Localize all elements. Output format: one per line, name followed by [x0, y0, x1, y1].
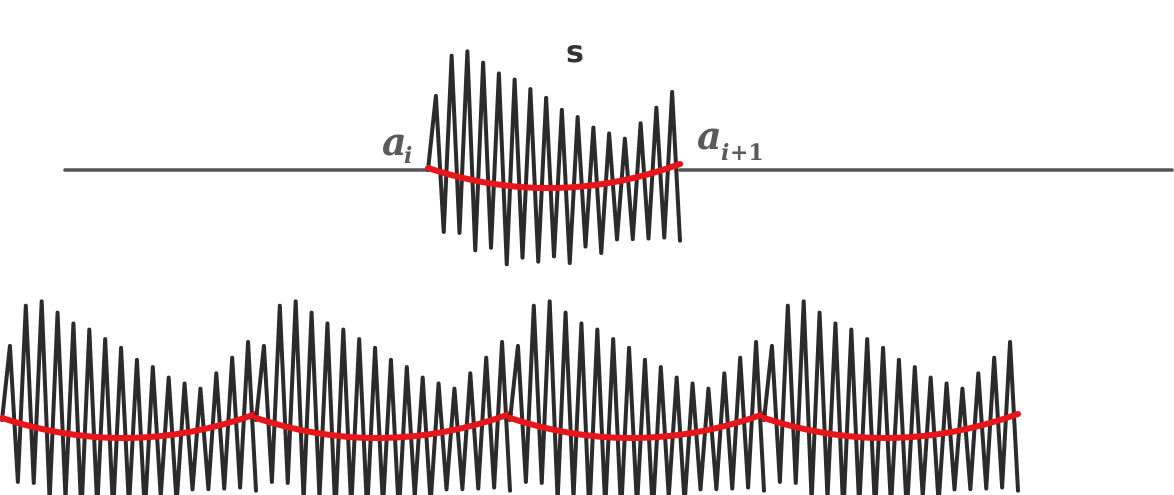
repeated-segment-oscillation-4	[762, 299, 1020, 495]
segment-oscillation	[426, 49, 682, 267]
repeated-segment-oscillation-3	[508, 299, 766, 495]
segment-trend-curve	[425, 161, 683, 192]
repeated-segment-oscillation-1	[0, 299, 258, 495]
left-boundary-subscript: i	[404, 143, 412, 169]
top-row: s a i a i +1	[63, 35, 1174, 267]
bottom-row-repeated-segments	[0, 299, 1021, 495]
segment-label: s	[566, 35, 584, 70]
right-boundary-subscript-var: i	[721, 140, 729, 166]
right-boundary-base: a	[697, 113, 722, 158]
left-boundary-base: a	[382, 119, 407, 164]
repeated-segment-trend-2	[253, 411, 513, 442]
repeated-segment-trend-1	[0, 411, 259, 442]
repeated-segment-oscillation-2	[254, 299, 512, 495]
left-boundary-label: a i	[382, 119, 412, 169]
repeated-segment-trend-3	[507, 411, 767, 442]
right-boundary-label: a i +1	[697, 113, 764, 166]
repeated-segment-trend-4	[761, 411, 1021, 442]
right-boundary-subscript-op: +1	[730, 140, 764, 166]
